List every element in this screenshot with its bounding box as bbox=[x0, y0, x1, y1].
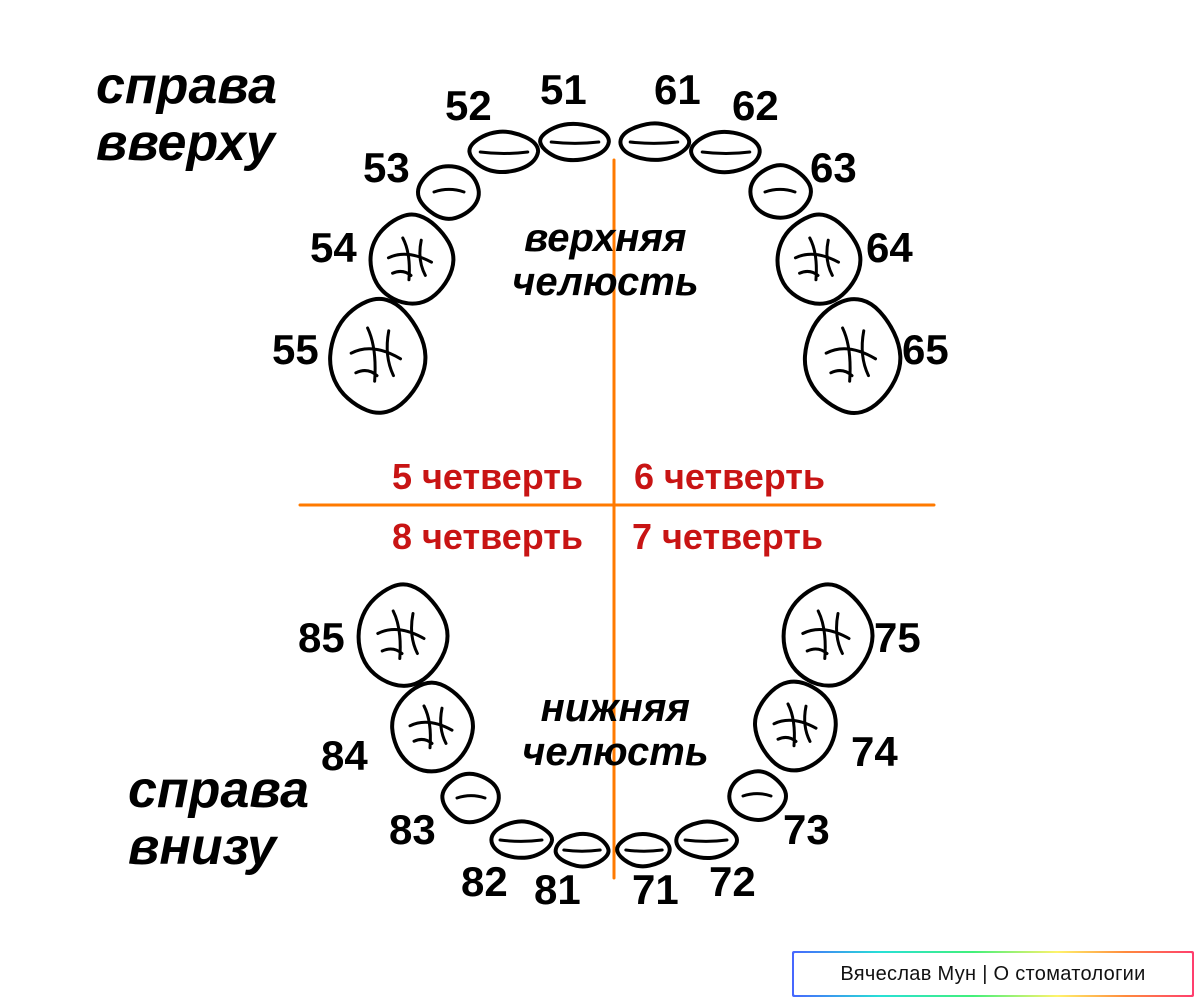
tooth-number-72: 72 bbox=[709, 858, 756, 906]
label-bottom-right-side: справавнизу bbox=[128, 762, 309, 876]
tooth-75 bbox=[784, 584, 873, 685]
tooth-number-53: 53 bbox=[363, 144, 410, 192]
tooth-number-64: 64 bbox=[866, 224, 913, 272]
tooth-number-52: 52 bbox=[445, 82, 492, 130]
tooth-number-83: 83 bbox=[389, 806, 436, 854]
tooth-number-55: 55 bbox=[272, 326, 319, 374]
tooth-number-84: 84 bbox=[321, 732, 368, 780]
label-quarter-6: 6 четверть bbox=[634, 456, 825, 498]
label-quarter-7: 7 четверть bbox=[632, 516, 823, 558]
tooth-number-82: 82 bbox=[461, 858, 508, 906]
tooth-number-65: 65 bbox=[902, 326, 949, 374]
tooth-63 bbox=[750, 165, 811, 218]
credit-badge: Вячеслав Мун | О стоматологии bbox=[792, 951, 1194, 997]
tooth-number-54: 54 bbox=[310, 224, 357, 272]
tooth-85 bbox=[359, 584, 448, 685]
label-lower-jaw: нижняячелюсть bbox=[522, 686, 709, 774]
label-top-right-side: справавверху bbox=[96, 58, 277, 172]
tooth-54 bbox=[371, 215, 454, 304]
tooth-65 bbox=[805, 299, 900, 413]
tooth-64 bbox=[777, 215, 860, 304]
tooth-number-85: 85 bbox=[298, 614, 345, 662]
dental-quadrant-diagram: справавверху справавнизу верхняячелюсть … bbox=[0, 0, 1200, 1003]
tooth-number-74: 74 bbox=[851, 728, 898, 776]
tooth-53 bbox=[418, 166, 479, 219]
tooth-73 bbox=[729, 771, 786, 820]
tooth-number-63: 63 bbox=[810, 144, 857, 192]
tooth-number-51: 51 bbox=[540, 66, 587, 114]
tooth-number-81: 81 bbox=[534, 866, 581, 914]
tooth-number-75: 75 bbox=[874, 614, 921, 662]
tooth-number-73: 73 bbox=[783, 806, 830, 854]
tooth-55 bbox=[330, 299, 425, 413]
tooth-83 bbox=[442, 774, 498, 822]
label-quarter-5: 5 четверть bbox=[392, 456, 583, 498]
tooth-number-61: 61 bbox=[654, 66, 701, 114]
label-quarter-8: 8 четверть bbox=[392, 516, 583, 558]
tooth-number-62: 62 bbox=[732, 82, 779, 130]
label-upper-jaw: верхняячелюсть bbox=[512, 216, 699, 304]
credit-text: Вячеслав Мун | О стоматологии bbox=[794, 953, 1192, 995]
tooth-84 bbox=[392, 683, 473, 772]
tooth-number-71: 71 bbox=[632, 866, 679, 914]
